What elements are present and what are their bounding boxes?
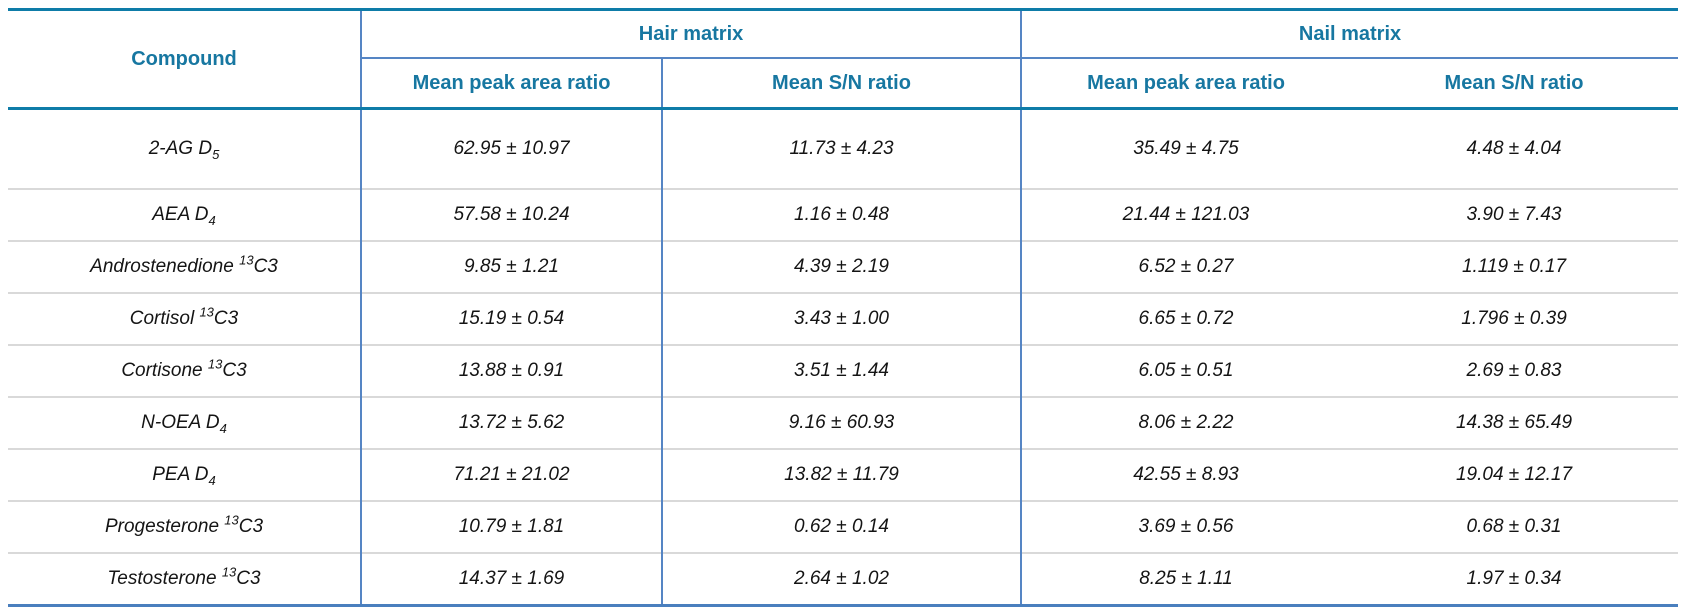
- value-cell: 15.19 ± 0.54: [361, 292, 663, 345]
- table-row: PEA D4 71.21 ± 21.02 13.82 ± 11.79 42.55 ± …: [8, 448, 1679, 501]
- value-cell: 9.85 ± 1.21: [361, 240, 663, 293]
- value-cell: 11.73 ± 4.23: [662, 108, 1022, 189]
- value-cell: 2.69 ± 0.83: [1350, 344, 1679, 397]
- value-cell: 3.69 ± 0.56: [1021, 500, 1350, 553]
- value-cell: 0.62 ± 0.14: [662, 500, 1022, 553]
- value-cell: 42.55 ± 8.93: [1021, 448, 1350, 501]
- value-cell: 4.39 ± 2.19: [662, 240, 1022, 293]
- value-cell: 62.95 ± 10.97: [361, 108, 663, 189]
- value-cell: 19.04 ± 12.17: [1350, 448, 1679, 501]
- table-row: N-OEA D4 13.72 ± 5.62 9.16 ± 60.93 8.06 ± 2…: [8, 396, 1679, 449]
- value-cell: 13.82 ± 11.79: [662, 448, 1022, 501]
- value-cell: 13.88 ± 0.91: [361, 344, 663, 397]
- value-cell: 3.90 ± 7.43: [1350, 188, 1679, 241]
- compound-cell: Androstenedione 13C3: [8, 240, 362, 293]
- compound-cell: 2-AG D5: [8, 108, 362, 189]
- value-cell: 6.52 ± 0.27: [1021, 240, 1350, 293]
- compound-cell: AEA D4: [8, 188, 362, 241]
- value-cell: 71.21 ± 21.02: [361, 448, 663, 501]
- value-cell: 8.25 ± 1.11: [1021, 552, 1350, 606]
- header-sub-row: Mean peak area ratio Mean S/N ratio Mean…: [8, 58, 1678, 109]
- value-cell: 1.97 ± 0.34: [1350, 552, 1679, 606]
- value-cell: 6.05 ± 0.51: [1021, 344, 1350, 397]
- column-header-hair-mean-peak-area-ratio: Mean peak area ratio: [361, 58, 663, 109]
- compound-cell: Progesterone 13C3: [8, 500, 362, 553]
- value-cell: 3.43 ± 1.00: [662, 292, 1022, 345]
- column-group-hair-matrix: Hair matrix: [361, 9, 1022, 59]
- compound-cell: Testosterone 13C3: [8, 552, 362, 606]
- table-header: Compound Hair matrix Nail matrix Mean pe…: [8, 9, 1679, 109]
- table-row: Progesterone 13C3 10.79 ± 1.81 0.62 ± 0.14…: [8, 500, 1679, 553]
- value-cell: 57.58 ± 10.24: [361, 188, 663, 241]
- value-cell: 14.37 ± 1.69: [361, 552, 663, 606]
- value-cell: 10.79 ± 1.81: [361, 500, 663, 553]
- value-cell: 2.64 ± 1.02: [662, 552, 1022, 606]
- table-row: Testosterone 13C3 14.37 ± 1.69 2.64 ± 1.02…: [8, 552, 1679, 606]
- column-header-nail-mean-sn-ratio: Mean S/N ratio: [1444, 71, 1584, 94]
- table-row: Cortisol 13C3 15.19 ± 0.54 3.43 ± 1.00 6.65…: [8, 292, 1679, 345]
- column-header-compound: Compound: [8, 9, 362, 109]
- value-cell: 1.16 ± 0.48: [662, 188, 1022, 241]
- value-cell: 21.44 ± 121.03: [1021, 188, 1350, 241]
- value-cell: 14.38 ± 65.49: [1350, 396, 1679, 449]
- value-cell: 13.72 ± 5.62: [361, 396, 663, 449]
- table-body: 2-AG D5 62.95 ± 10.97 11.73 ± 4.23 35.49 ± …: [8, 108, 1679, 606]
- compound-cell: Cortisone 13C3: [8, 344, 362, 397]
- table-row: Androstenedione 13C3 9.85 ± 1.21 4.39 ± 2.…: [8, 240, 1679, 293]
- internal-standard-results-table: Compound Hair matrix Nail matrix Mean pe…: [8, 8, 1679, 607]
- table-row: Cortisone 13C3 13.88 ± 0.91 3.51 ± 1.44 6.0…: [8, 344, 1679, 397]
- column-header-nail-mean-peak-area-ratio: Mean peak area ratio: [1087, 71, 1285, 94]
- column-group-nail-matrix: Nail matrix: [1021, 9, 1679, 59]
- value-cell: 8.06 ± 2.22: [1021, 396, 1350, 449]
- value-cell: 1.796 ± 0.39: [1350, 292, 1679, 345]
- compound-cell: PEA D4: [8, 448, 362, 501]
- value-cell: 1.119 ± 0.17: [1350, 240, 1679, 293]
- compound-cell: Cortisol 13C3: [8, 292, 362, 345]
- column-header-hair-mean-sn-ratio: Mean S/N ratio: [662, 58, 1022, 109]
- value-cell: 6.65 ± 0.72: [1021, 292, 1350, 345]
- header-group-row: Compound Hair matrix Nail matrix: [8, 9, 1679, 109]
- table-row: 2-AG D5 62.95 ± 10.97 11.73 ± 4.23 35.49 ± …: [8, 108, 1678, 189]
- value-cell: 0.68 ± 0.31: [1350, 500, 1679, 553]
- compound-cell: N-OEA D4: [8, 396, 362, 449]
- table-row: AEA D4 57.58 ± 10.24 1.16 ± 0.48 21.44 ± 12…: [8, 188, 1679, 241]
- results-table-container: Compound Hair matrix Nail matrix Mean pe…: [8, 8, 1679, 607]
- value-cell: 3.51 ± 1.44: [662, 344, 1022, 397]
- value-cell: 4.48 ± 4.04: [1466, 138, 1562, 159]
- value-cell: 35.49 ± 4.75: [1133, 138, 1239, 159]
- value-cell: 9.16 ± 60.93: [662, 396, 1022, 449]
